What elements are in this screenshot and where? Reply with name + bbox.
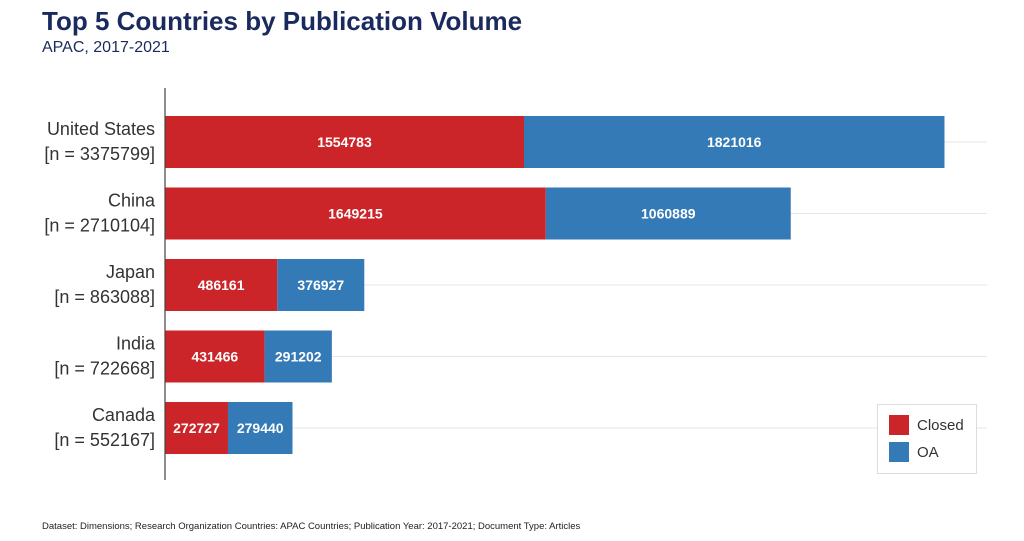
category-label: China [108,191,156,211]
chart-subtitle: APAC, 2017-2021 [42,39,170,56]
category-label: United States [47,119,155,139]
category-label: India [116,334,156,354]
bar-closed [165,330,265,383]
legend-item-closed: Closed [889,415,964,435]
bar-value-label: 272727 [173,420,220,436]
chart-legend: Closed OA [877,404,977,474]
bar-oa [523,116,945,168]
legend-swatch-closed [889,415,909,435]
bar-value-label: 291202 [275,349,322,365]
bar-closed [165,402,228,454]
bar-closed [165,187,546,240]
legend-item-oa: OA [889,442,939,462]
category-label: Japan [106,262,155,282]
bar-value-label: 486161 [198,277,245,293]
bar-value-label: 1554783 [317,134,372,150]
legend-label-closed: Closed [917,416,964,434]
chart-title: Top 5 Countries by Publication Volume [42,6,523,36]
category-count-label: [n = 552167] [54,430,155,450]
dataset-footnote: Dataset: Dimensions; Research Organizati… [42,521,581,532]
legend-swatch-oa [889,442,909,462]
category-label: Canada [92,405,156,425]
category-labels: United States [n = 3375799] China [n = 2710… [44,119,156,450]
bar-value-label: 1821016 [707,134,762,150]
bar-oa [545,187,791,240]
bar-closed [165,259,278,311]
category-count-label: [n = 2710104] [44,216,155,236]
bar-value-label: 1649215 [328,206,383,222]
bar-oa [264,330,332,383]
category-count-label: [n = 863088] [54,287,155,307]
bar-closed [165,116,524,168]
bar-value-label: 431466 [191,349,238,365]
bar-value-label: 376927 [297,277,344,293]
bar-value-label: 279440 [237,420,284,436]
category-count-label: [n = 722668] [54,359,155,379]
bar-oa [277,259,365,311]
category-count-label: [n = 3375799] [44,144,155,164]
bar-value-label: 1060889 [641,206,696,222]
legend-label-oa: OA [917,443,939,461]
bar-oa [227,402,293,454]
bars: 1554783 1821016 1649215 1060889 486161 376927… [165,116,945,454]
